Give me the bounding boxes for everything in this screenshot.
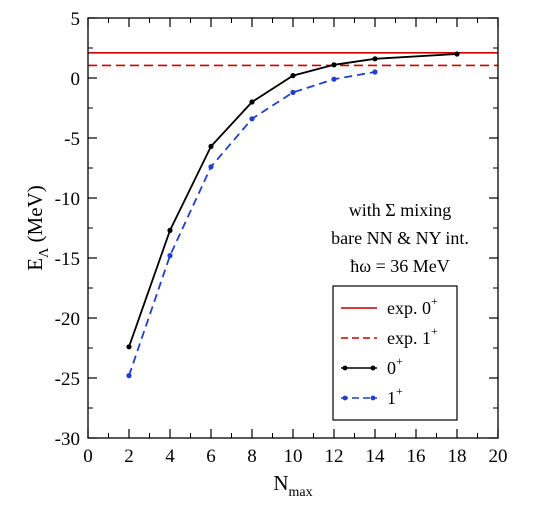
legend-label-sup-0: +	[431, 294, 438, 308]
y-axis-title: EΛ (MeV)	[23, 185, 52, 270]
y-axis-title-main: E	[23, 258, 47, 271]
y-axis-title-unit: (MeV)	[23, 185, 47, 247]
y-tick-label-6: -25	[55, 369, 80, 390]
x-tick-label-2: 4	[165, 446, 175, 467]
legend-label-2: 0+	[387, 354, 403, 378]
data-point-s0-0	[126, 344, 132, 350]
legend-label-main-2: 0	[387, 358, 396, 378]
legend-label-sup-3: +	[396, 384, 403, 398]
y-tick-label-5: -20	[55, 309, 80, 330]
x-tick-label-7: 14	[366, 446, 386, 467]
legend-marker-start-2	[342, 365, 348, 371]
legend-label-3: 1+	[387, 384, 403, 408]
x-tick-label-8: 16	[407, 446, 426, 467]
data-point-s1-1	[167, 253, 173, 259]
x-tick-label-3: 6	[206, 446, 216, 467]
data-point-s0-3	[249, 99, 255, 105]
x-axis-title-sub: max	[289, 485, 313, 500]
plot-layer	[88, 51, 498, 379]
data-point-s1-0	[126, 373, 132, 379]
x-tick-label-9: 18	[448, 446, 467, 467]
x-tick-label-0: 0	[83, 446, 93, 467]
y-tick-label-4: -15	[55, 249, 80, 270]
data-point-s1-3	[249, 116, 255, 122]
data-point-s0-2	[208, 143, 214, 149]
data-point-s1-4	[290, 89, 296, 95]
x-axis-title-main: N	[273, 471, 288, 495]
data-point-s0-1	[167, 227, 173, 233]
legend-label-1: exp. 1+	[387, 324, 438, 348]
legend-label-0: exp. 0+	[387, 294, 438, 318]
data-point-s0-6	[372, 56, 378, 62]
y-tick-label-2: -5	[64, 129, 80, 150]
y-tick-label-7: -30	[55, 429, 80, 450]
annotation-2: ħω = 36 MeV	[350, 256, 450, 276]
text-layer: 0 2 4 6 8 10 12 14 16 18 2050-5-10-15-20-25-30Nmax…	[23, 9, 508, 500]
y-tick-label-3: -10	[55, 189, 80, 210]
legend-label-main-3: 1	[387, 388, 396, 408]
data-point-s1-5	[331, 76, 337, 82]
x-tick-label-5: 10	[284, 446, 303, 467]
x-tick-label-10: 20	[489, 446, 508, 467]
y-tick-label-0: 5	[71, 9, 81, 30]
legend-marker-end-3	[370, 395, 376, 401]
x-tick-label-4: 8	[247, 446, 257, 467]
legend-label-sup-2: +	[396, 354, 403, 368]
legend-marker-end-2	[370, 365, 376, 371]
legend-layer: exp. 0+exp. 1+0+1+	[332, 285, 458, 421]
legend-label-sup-1: +	[431, 324, 438, 338]
axes-layer	[87, 17, 499, 439]
y-tick-label-1: 0	[71, 69, 81, 90]
annotation-1: bare NN & NY int.	[331, 228, 469, 248]
data-point-s0-5	[331, 62, 337, 68]
data-point-s0-7	[454, 51, 460, 57]
legend-marker-start-3	[342, 395, 348, 401]
annotation-0: with Σ mixing	[349, 200, 451, 220]
legend-label-main-1: exp. 1	[387, 328, 431, 348]
x-tick-label-6: 12	[325, 446, 344, 467]
data-point-s1-2	[208, 164, 214, 170]
data-point-s0-4	[290, 73, 296, 79]
series-line-0	[128, 53, 458, 348]
y-axis-title-sub: Λ	[37, 247, 52, 258]
x-tick-label-1: 2	[124, 446, 134, 467]
legend-label-main-0: exp. 0	[387, 298, 431, 318]
data-point-s1-6	[372, 69, 378, 75]
x-axis-title: Nmax	[273, 471, 312, 500]
